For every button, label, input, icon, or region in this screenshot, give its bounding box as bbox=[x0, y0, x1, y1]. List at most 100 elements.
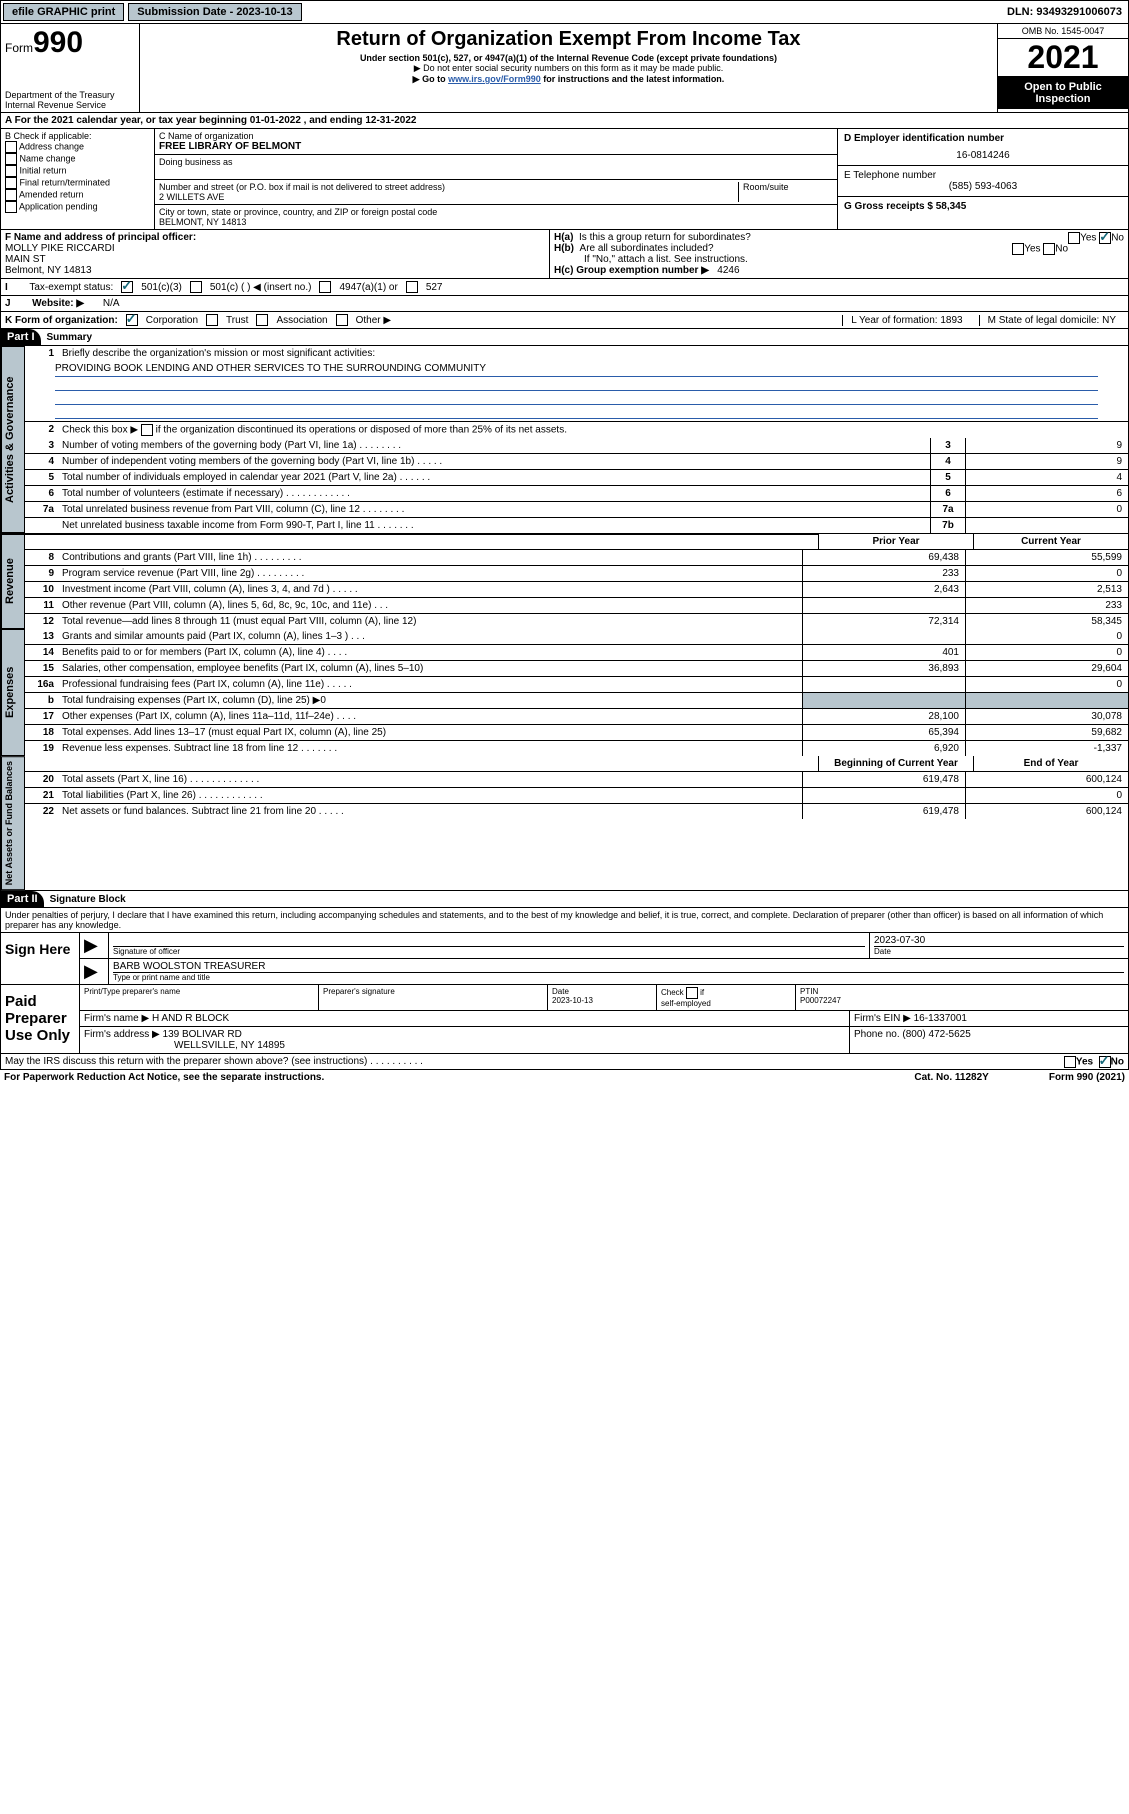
efile-button[interactable]: efile GRAPHIC print bbox=[3, 3, 124, 21]
hc-value: 4246 bbox=[717, 265, 739, 276]
part1-header: Part I Summary bbox=[0, 329, 1129, 346]
form-990-label: Form990 bbox=[5, 26, 135, 60]
officer-name-title: BARB WOOLSTON TREASURER bbox=[113, 961, 1124, 972]
exp-lines-b: bTotal fundraising expenses (Part IX, co… bbox=[25, 693, 1128, 709]
net-lines-21: 21Total liabilities (Part X, line 26) . … bbox=[25, 788, 1128, 804]
irs-label: Internal Revenue Service bbox=[5, 100, 135, 110]
section-governance: Activities & Governance 1 Briefly descri… bbox=[0, 346, 1129, 533]
i-501c3[interactable] bbox=[121, 281, 133, 293]
sig-arrow-icon: ▶ bbox=[80, 933, 109, 958]
hc-label: H(c) Group exemption number ▶ bbox=[554, 265, 709, 276]
room-suite: Room/suite bbox=[738, 182, 833, 202]
net-lines-20: 20Total assets (Part X, line 16) . . . .… bbox=[25, 772, 1128, 788]
discuss-no[interactable] bbox=[1099, 1056, 1111, 1068]
chk-addr[interactable]: Address change bbox=[5, 141, 150, 153]
city-value: BELMONT, NY 14813 bbox=[159, 217, 833, 227]
sub3-post: for instructions and the latest informat… bbox=[541, 74, 725, 84]
col-c: C Name of organization FREE LIBRARY OF B… bbox=[155, 129, 837, 229]
exp-lines-13: 13Grants and similar amounts paid (Part … bbox=[25, 629, 1128, 645]
ptin-label: PTIN bbox=[800, 987, 818, 996]
c-label: C Name of organization bbox=[159, 131, 833, 141]
discuss-yes[interactable] bbox=[1064, 1056, 1076, 1068]
form-word: Form bbox=[5, 41, 33, 55]
exp-lines-18: 18Total expenses. Add lines 13–17 (must … bbox=[25, 725, 1128, 741]
signature-block: Under penalties of perjury, I declare th… bbox=[0, 908, 1129, 1070]
d-cell: D Employer identification number 16-0814… bbox=[838, 129, 1128, 166]
tab-netassets: Net Assets or Fund Balances bbox=[1, 756, 25, 890]
head-current: Current Year bbox=[973, 534, 1128, 549]
officer-street: MAIN ST bbox=[5, 254, 46, 265]
k-corp[interactable] bbox=[126, 314, 138, 326]
addr-cell: Number and street (or P.O. box if mail i… bbox=[155, 180, 837, 205]
pra-notice: For Paperwork Reduction Act Notice, see … bbox=[4, 1072, 324, 1083]
rev-lines-9: 9Program service revenue (Part VIII, lin… bbox=[25, 566, 1128, 582]
gross-receipts: G Gross receipts $ 58,345 bbox=[844, 201, 966, 212]
phone-label: E Telephone number bbox=[844, 170, 936, 181]
section-expenses: Expenses 13Grants and similar amounts pa… bbox=[0, 629, 1129, 756]
officer-city: Belmont, NY 14813 bbox=[5, 265, 92, 276]
hb-no[interactable] bbox=[1043, 243, 1055, 255]
tab-governance: Activities & Governance bbox=[1, 346, 25, 533]
col-h: H(a) Is this a group return for subordin… bbox=[550, 230, 1128, 278]
sub3-pre: ▶ Go to bbox=[413, 74, 448, 84]
chk-final[interactable]: Final return/terminated bbox=[5, 177, 150, 189]
i-527[interactable] bbox=[406, 281, 418, 293]
hb-note: If "No," attach a list. See instructions… bbox=[554, 254, 1124, 265]
k-trust[interactable] bbox=[206, 314, 218, 326]
form-label: Form 990 (2021) bbox=[1049, 1072, 1125, 1083]
header-left: Form990 Department of the Treasury Inter… bbox=[1, 24, 140, 112]
submission-date-button[interactable]: Submission Date - 2023-10-13 bbox=[128, 3, 301, 21]
chk-name[interactable]: Name change bbox=[5, 153, 150, 165]
net-head: Beginning of Current Year End of Year bbox=[25, 756, 1128, 772]
firm-ein-label: Firm's EIN ▶ bbox=[854, 1013, 911, 1024]
name-title-label: Type or print name and title bbox=[113, 972, 1124, 982]
c-name-cell: C Name of organization FREE LIBRARY OF B… bbox=[155, 129, 837, 155]
addr-label: Number and street (or P.O. box if mail i… bbox=[159, 182, 738, 192]
firm-addr-label: Firm's address ▶ bbox=[84, 1029, 160, 1040]
chk-amended[interactable]: Amended return bbox=[5, 189, 150, 201]
line2-check[interactable] bbox=[141, 424, 153, 436]
i-501c[interactable] bbox=[190, 281, 202, 293]
discuss-text: May the IRS discuss this return with the… bbox=[5, 1056, 423, 1067]
phone-value: (585) 593-4063 bbox=[844, 181, 1122, 192]
chk-initial[interactable]: Initial return bbox=[5, 165, 150, 177]
g-cell: G Gross receipts $ 58,345 bbox=[838, 197, 1128, 216]
preparer-date: 2023-10-13 bbox=[552, 996, 593, 1005]
col-b-head: B Check if applicable: bbox=[5, 131, 150, 141]
paid-preparer-row: Paid Preparer Use Only Print/Type prepar… bbox=[1, 984, 1128, 1053]
tab-revenue: Revenue bbox=[1, 534, 25, 629]
chk-pending[interactable]: Application pending bbox=[5, 201, 150, 213]
section-revenue: Revenue Prior Year Current Year 8Contrib… bbox=[0, 533, 1129, 629]
ein-label: D Employer identification number bbox=[844, 133, 1004, 144]
ha-yes[interactable] bbox=[1068, 232, 1080, 244]
exp-lines-15: 15Salaries, other compensation, employee… bbox=[25, 661, 1128, 677]
gov-line-4: 4Number of independent voting members of… bbox=[25, 454, 1128, 470]
gov-line-7b: Net unrelated business taxable income fr… bbox=[25, 518, 1128, 533]
sig-officer-label: Signature of officer bbox=[113, 946, 865, 956]
declaration: Under penalties of perjury, I declare th… bbox=[1, 908, 1128, 932]
rev-lines-11: 11Other revenue (Part VIII, column (A), … bbox=[25, 598, 1128, 614]
part2-hdr: Part II bbox=[1, 891, 44, 907]
k-other[interactable] bbox=[336, 314, 348, 326]
hb-yes[interactable] bbox=[1012, 243, 1024, 255]
gov-line-7a: 7aTotal unrelated business revenue from … bbox=[25, 502, 1128, 518]
col-f: F Name and address of principal officer:… bbox=[1, 230, 550, 278]
page-footer: For Paperwork Reduction Act Notice, see … bbox=[0, 1070, 1129, 1085]
ptin-value: P00072247 bbox=[800, 996, 841, 1005]
form990-link[interactable]: www.irs.gov/Form990 bbox=[448, 74, 541, 84]
dba-cell: Doing business as bbox=[155, 155, 837, 180]
ha-no[interactable] bbox=[1099, 232, 1111, 244]
row-i: I Tax-exempt status: 501(c)(3) 501(c) ( … bbox=[0, 279, 1129, 296]
self-employed-check[interactable] bbox=[686, 987, 698, 999]
preparer-sig-label: Preparer's signature bbox=[319, 985, 548, 1010]
date-label: Date bbox=[874, 946, 1124, 956]
l-year: L Year of formation: 1893 bbox=[842, 315, 970, 326]
i-4947[interactable] bbox=[319, 281, 331, 293]
k-assoc[interactable] bbox=[256, 314, 268, 326]
sig-date: 2023-07-30 bbox=[874, 935, 1124, 946]
rev-lines-10: 10Investment income (Part VIII, column (… bbox=[25, 582, 1128, 598]
part1-title: Summary bbox=[41, 330, 99, 345]
discuss-row: May the IRS discuss this return with the… bbox=[1, 1053, 1128, 1069]
firm-addr2: WELLSVILLE, NY 14895 bbox=[84, 1040, 285, 1051]
net-lines-22: 22Net assets or fund balances. Subtract … bbox=[25, 804, 1128, 819]
